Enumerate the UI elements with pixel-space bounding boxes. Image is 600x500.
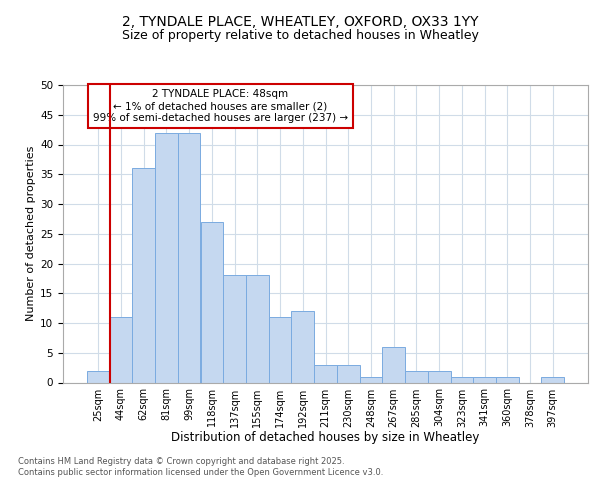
Bar [496,376,518,382]
Bar [451,376,473,382]
Bar [428,370,451,382]
Bar [269,317,292,382]
Text: 2 TYNDALE PLACE: 48sqm
← 1% of detached houses are smaller (2)
99% of semi-detac: 2 TYNDALE PLACE: 48sqm ← 1% of detached … [93,90,348,122]
Text: Contains HM Land Registry data © Crown copyright and database right 2025.
Contai: Contains HM Land Registry data © Crown c… [18,458,383,477]
Bar [223,276,246,382]
Bar [155,132,178,382]
Bar [541,376,564,382]
Text: Size of property relative to detached houses in Wheatley: Size of property relative to detached ho… [122,30,478,43]
Bar [473,376,496,382]
Bar [178,132,200,382]
X-axis label: Distribution of detached houses by size in Wheatley: Distribution of detached houses by size … [172,431,479,444]
Bar [200,222,223,382]
Y-axis label: Number of detached properties: Number of detached properties [26,146,36,322]
Bar [405,370,428,382]
Bar [133,168,155,382]
Bar [246,276,269,382]
Bar [337,364,359,382]
Bar [292,311,314,382]
Bar [87,370,110,382]
Text: 2, TYNDALE PLACE, WHEATLEY, OXFORD, OX33 1YY: 2, TYNDALE PLACE, WHEATLEY, OXFORD, OX33… [122,14,478,28]
Bar [314,364,337,382]
Bar [359,376,382,382]
Bar [382,347,405,382]
Bar [110,317,133,382]
